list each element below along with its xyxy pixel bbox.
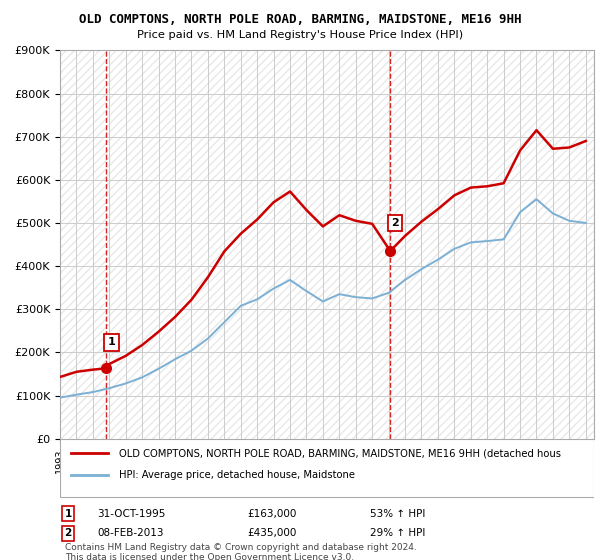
Text: 31-OCT-1995: 31-OCT-1995	[97, 509, 166, 519]
Text: OLD COMPTONS, NORTH POLE ROAD, BARMING, MAIDSTONE, ME16 9HH (detached hous: OLD COMPTONS, NORTH POLE ROAD, BARMING, …	[119, 448, 561, 458]
Text: Price paid vs. HM Land Registry's House Price Index (HPI): Price paid vs. HM Land Registry's House …	[137, 30, 463, 40]
FancyBboxPatch shape	[60, 438, 594, 497]
Text: Contains HM Land Registry data © Crown copyright and database right 2024.: Contains HM Land Registry data © Crown c…	[65, 543, 417, 552]
Text: 2: 2	[64, 528, 71, 538]
Text: HPI: Average price, detached house, Maidstone: HPI: Average price, detached house, Maid…	[119, 470, 355, 480]
Text: 1: 1	[107, 338, 115, 347]
Text: OLD COMPTONS, NORTH POLE ROAD, BARMING, MAIDSTONE, ME16 9HH: OLD COMPTONS, NORTH POLE ROAD, BARMING, …	[79, 13, 521, 26]
Text: 29% ↑ HPI: 29% ↑ HPI	[370, 528, 425, 538]
Text: 1: 1	[64, 509, 71, 519]
Text: 08-FEB-2013: 08-FEB-2013	[97, 528, 164, 538]
Text: £163,000: £163,000	[247, 509, 296, 519]
Text: This data is licensed under the Open Government Licence v3.0.: This data is licensed under the Open Gov…	[65, 553, 355, 560]
Text: £435,000: £435,000	[247, 528, 296, 538]
Text: 2: 2	[391, 218, 399, 228]
Text: 53% ↑ HPI: 53% ↑ HPI	[370, 509, 425, 519]
